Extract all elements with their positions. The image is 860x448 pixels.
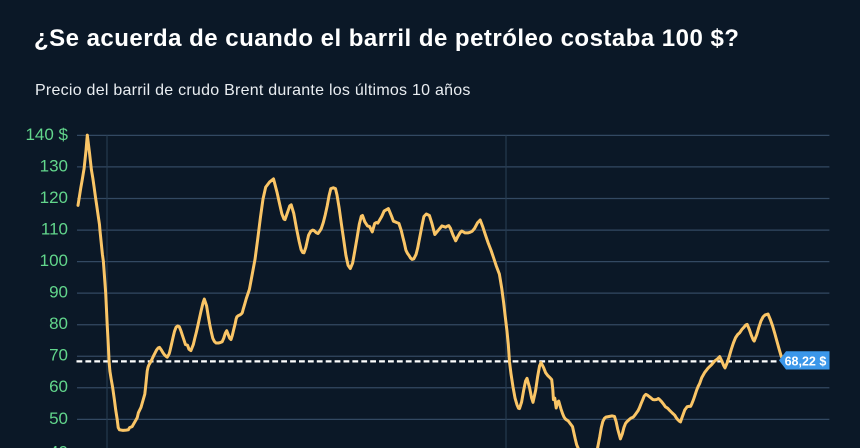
svg-text:110: 110 xyxy=(41,220,68,239)
svg-text:40: 40 xyxy=(49,443,68,448)
svg-text:130: 130 xyxy=(40,156,68,175)
svg-text:60: 60 xyxy=(49,377,68,396)
svg-text:90: 90 xyxy=(49,283,68,302)
svg-text:100: 100 xyxy=(40,251,68,270)
svg-text:70: 70 xyxy=(49,346,68,365)
svg-text:120: 120 xyxy=(40,188,68,207)
svg-text:140 $: 140 $ xyxy=(25,125,68,144)
svg-text:68,22 $: 68,22 $ xyxy=(785,354,827,368)
svg-text:50: 50 xyxy=(49,409,68,428)
svg-text:80: 80 xyxy=(49,314,68,333)
